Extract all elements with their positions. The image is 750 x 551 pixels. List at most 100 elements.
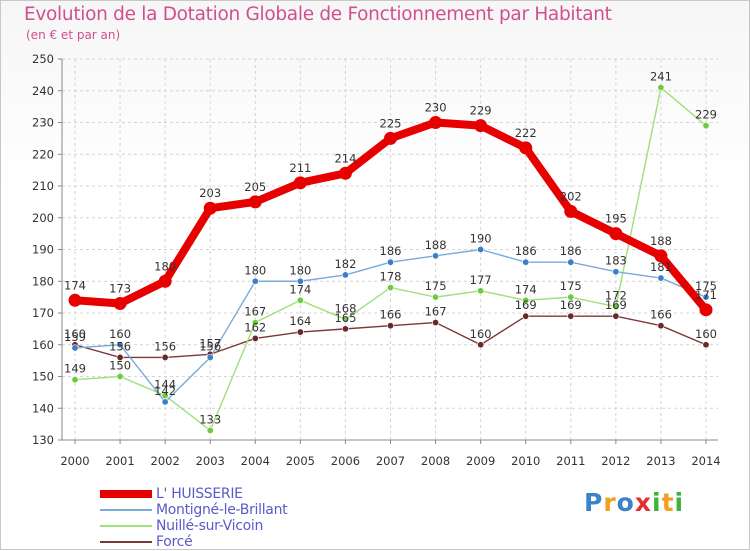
legend-swatch — [100, 490, 152, 498]
x-tick-label: 2013 — [646, 454, 675, 468]
data-point — [248, 195, 262, 209]
data-point — [657, 274, 665, 282]
data-point — [564, 204, 578, 218]
data-label: 186 — [380, 244, 402, 258]
legend-swatch — [100, 525, 152, 527]
data-point — [386, 258, 394, 266]
data-point — [612, 268, 620, 276]
data-label: 174 — [64, 278, 86, 292]
x-tick-label: 2005 — [286, 454, 315, 468]
legend-label: Nuillé-sur-Vicoin — [156, 518, 264, 534]
data-point — [432, 252, 440, 260]
data-point — [702, 293, 710, 301]
chart-title: Evolution de la Dotation Globale de Fonc… — [24, 4, 612, 25]
data-point — [519, 141, 533, 155]
data-point — [251, 334, 259, 342]
x-tick-label: 2003 — [196, 454, 225, 468]
data-label: 169 — [560, 298, 582, 312]
data-label: 188 — [425, 238, 447, 252]
data-point — [68, 293, 82, 307]
data-point — [341, 271, 349, 279]
data-label: 167 — [244, 305, 266, 319]
data-label: 167 — [425, 305, 447, 319]
data-point — [429, 116, 443, 129]
data-point — [161, 353, 169, 361]
chart-subtitle: (en € et par an) — [26, 28, 121, 42]
data-point — [432, 293, 440, 301]
data-label: 159 — [64, 330, 86, 344]
series-lines — [68, 84, 713, 434]
data-point — [657, 322, 665, 330]
brand-letter: x — [634, 488, 652, 517]
data-label: 180 — [289, 263, 311, 277]
legend-label: L' HUISSERIE — [156, 486, 243, 502]
data-label: 203 — [199, 186, 221, 200]
axes — [58, 58, 718, 444]
data-label: 181 — [650, 260, 672, 274]
data-label: 168 — [334, 301, 356, 315]
data-point — [474, 119, 488, 133]
data-point — [338, 166, 352, 180]
data-label: 229 — [470, 104, 492, 118]
data-label: 174 — [289, 282, 311, 296]
legend-swatch — [100, 509, 152, 511]
x-tick-label: 2011 — [556, 454, 585, 468]
data-point — [116, 341, 124, 349]
x-tick-label: 2009 — [466, 454, 495, 468]
data-label: 177 — [470, 273, 492, 287]
x-tick-label: 2001 — [105, 454, 134, 468]
data-label: 150 — [109, 359, 131, 373]
legend-label: Forcé — [156, 534, 193, 550]
data-point — [251, 319, 259, 327]
data-point — [567, 293, 575, 301]
x-tick-label: 2008 — [421, 454, 450, 468]
y-tick-label: 160 — [32, 338, 54, 352]
data-point — [206, 353, 214, 361]
data-point — [341, 325, 349, 333]
data-label: 190 — [470, 232, 492, 246]
data-point — [432, 319, 440, 327]
y-tick-label: 180 — [32, 274, 54, 288]
y-tick-label: 230 — [32, 116, 54, 130]
data-label: 211 — [289, 161, 311, 175]
data-point — [251, 277, 259, 285]
data-label: 180 — [244, 263, 266, 277]
data-point — [657, 84, 665, 92]
y-tick-label: 150 — [32, 370, 54, 384]
brand-letter: P — [584, 488, 604, 517]
legend-label: Montigné-le-Brillant — [156, 502, 288, 518]
proxiti-logo: Proxiti — [584, 488, 684, 517]
data-label: 156 — [199, 339, 221, 353]
data-label: 222 — [515, 126, 537, 140]
data-point — [296, 277, 304, 285]
data-point — [612, 312, 620, 320]
x-tick-label: 2010 — [511, 454, 540, 468]
data-point — [161, 398, 169, 406]
data-label: 157 — [199, 336, 221, 350]
data-label: 174 — [515, 282, 537, 296]
data-point — [341, 315, 349, 323]
data-label: 202 — [560, 189, 582, 203]
data-label: 186 — [515, 244, 537, 258]
data-point — [116, 353, 124, 361]
data-label: 175 — [425, 279, 447, 293]
data-label: 156 — [109, 339, 131, 353]
data-label: 225 — [380, 116, 402, 130]
data-point — [702, 341, 710, 349]
data-label: 149 — [64, 362, 86, 376]
data-point — [296, 296, 304, 304]
data-point — [567, 258, 575, 266]
data-label: 182 — [334, 257, 356, 271]
data-label: 205 — [244, 180, 266, 194]
data-label: 160 — [109, 327, 131, 341]
x-tick-label: 2012 — [601, 454, 630, 468]
data-point — [654, 249, 668, 263]
y-tick-label: 170 — [32, 306, 54, 320]
brand-letter: o — [616, 488, 635, 517]
data-point — [612, 303, 620, 311]
y-tick-label: 200 — [32, 211, 54, 225]
data-point — [384, 131, 397, 145]
data-label: 160 — [470, 327, 492, 341]
